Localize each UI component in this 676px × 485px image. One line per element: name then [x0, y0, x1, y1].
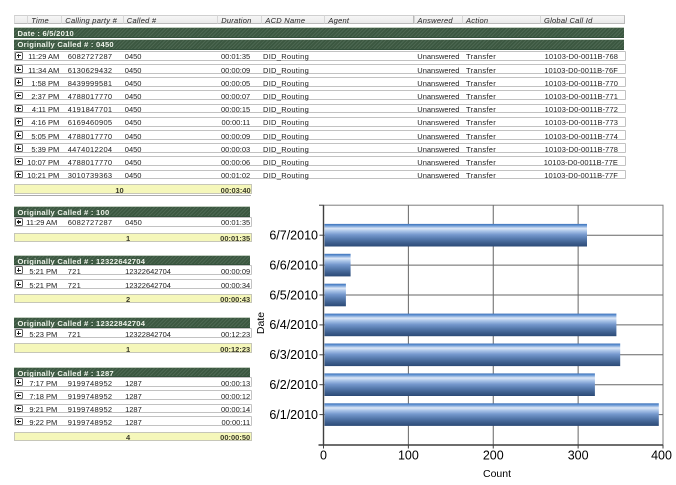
svg-text:400: 400	[651, 449, 672, 463]
svg-text:6/2/2010: 6/2/2010	[269, 378, 318, 392]
svg-text:Date: Date	[255, 312, 267, 334]
svg-text:Count: Count	[483, 468, 511, 480]
svg-text:100: 100	[398, 449, 419, 463]
svg-text:6/4/2010: 6/4/2010	[269, 318, 318, 332]
svg-text:6/1/2010: 6/1/2010	[269, 408, 318, 422]
svg-text:6/3/2010: 6/3/2010	[269, 348, 318, 362]
svg-text:6/5/2010: 6/5/2010	[269, 288, 318, 302]
svg-text:6/6/2010: 6/6/2010	[269, 258, 318, 272]
svg-text:0: 0	[320, 449, 327, 463]
svg-text:300: 300	[568, 449, 589, 463]
svg-text:200: 200	[483, 449, 504, 463]
svg-text:6/7/2010: 6/7/2010	[269, 229, 318, 243]
